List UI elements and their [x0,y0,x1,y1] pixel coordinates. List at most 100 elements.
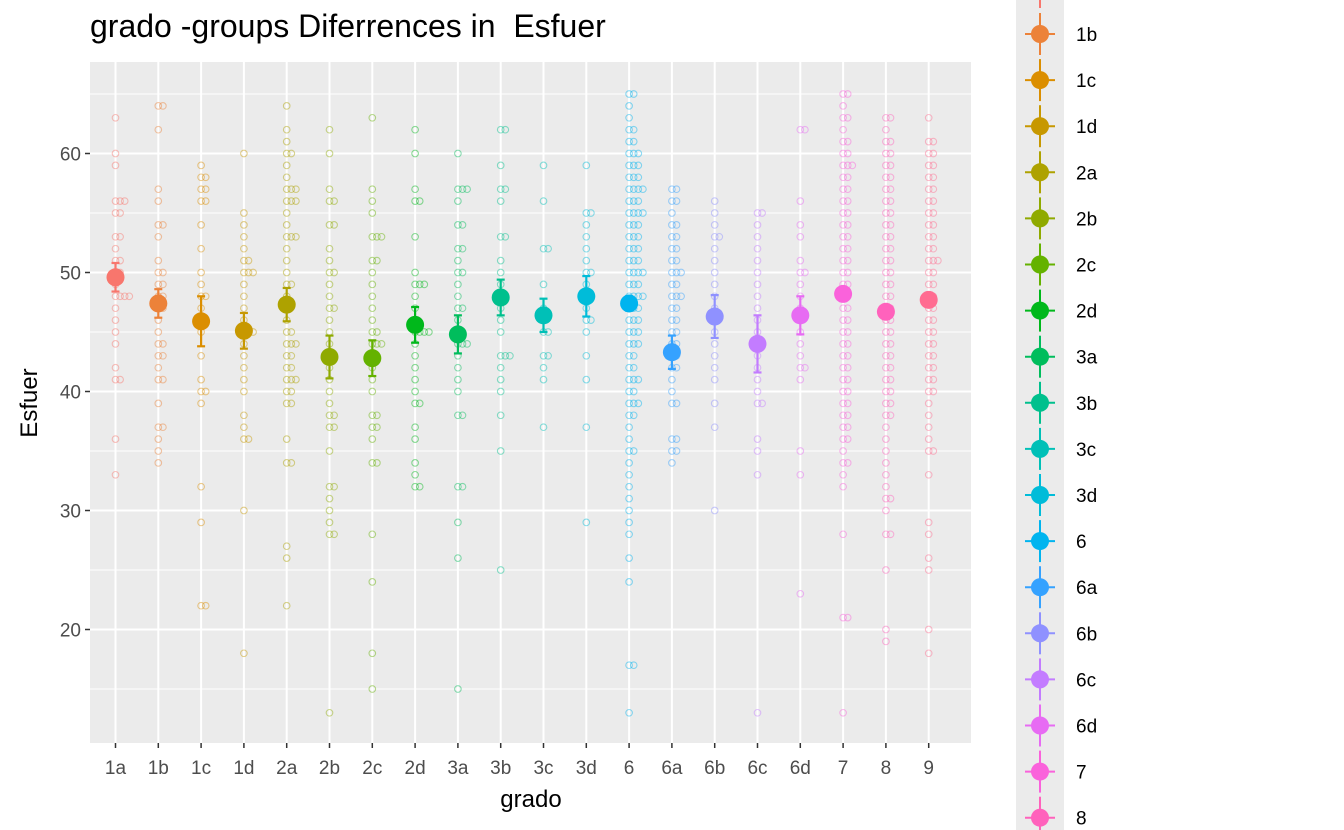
data-point [668,435,676,443]
data-point [125,292,134,301]
data-point [929,173,938,182]
data-point [882,197,890,205]
data-point [325,304,334,313]
legend-label: 3c [1076,440,1096,461]
data-point [325,185,334,194]
data-point [882,209,890,217]
data-point [710,244,719,253]
data-point [496,125,505,134]
data-point [753,435,762,443]
data-point [282,435,291,443]
data-point [629,411,638,420]
x-tick-label: 6d [790,758,811,779]
data-point [843,613,852,622]
data-point [924,244,933,253]
data-point [929,161,938,170]
data-point [839,137,847,146]
data-point [625,149,633,158]
data-point [629,447,638,455]
data-point [411,470,419,479]
data-point [325,387,334,396]
data-point [882,125,890,134]
data-point [639,185,647,194]
data-point [420,328,429,336]
data-point [625,340,633,348]
data-point [582,351,591,360]
data-point [668,256,676,265]
data-point [924,375,933,384]
data-point [587,209,595,217]
data-point [882,351,890,360]
data-point [240,304,248,313]
data-point [886,256,895,265]
data-point [159,221,167,229]
data-point [454,221,462,229]
data-point [710,506,719,515]
legend-label: 7 [1076,763,1087,784]
data-point [506,351,514,360]
data-point [240,387,248,396]
data-point [882,506,890,515]
data-point [197,482,205,491]
data-point [796,280,805,289]
data-point [582,244,591,253]
data-point [411,149,419,158]
data-point [668,185,676,194]
data-point [625,351,633,360]
data-point [282,197,291,205]
data-point [411,232,419,241]
data-point [240,268,248,277]
data-point [159,423,167,432]
x-tick-label: 2d [405,758,426,779]
data-point [287,375,296,384]
data-point [924,161,933,170]
data-point [625,173,633,182]
data-point [924,256,933,265]
x-tick-label: 1d [233,758,254,779]
data-point [625,554,633,562]
data-point [634,375,643,384]
data-point [154,340,163,348]
data-point [929,387,938,396]
data-point [629,209,638,217]
data-point [325,125,334,134]
data-point [325,292,334,301]
data-point [753,470,762,479]
data-point [882,637,890,646]
data-point [454,482,462,491]
data-point [629,173,638,182]
data-point [629,197,638,205]
data-point [244,268,253,277]
data-point [287,459,296,467]
data-point [368,113,377,122]
data-point [629,328,638,336]
data-point [886,197,895,205]
data-point [924,470,933,479]
data-point [111,316,120,324]
data-point [796,447,805,455]
data-point [292,197,300,205]
data-point [368,209,377,217]
data-point [420,280,429,289]
data-point [796,256,805,265]
legend-label: 3d [1076,486,1097,507]
data-point [325,268,334,277]
data-point [924,625,933,634]
y-axis-title: Esfuer [16,368,43,437]
data-point [325,399,334,408]
data-point [287,232,296,241]
data-point [240,375,248,384]
data-point [625,578,633,586]
data-point [625,375,633,384]
x-tick-label: 6 [624,758,635,779]
x-tick-label: 7 [838,758,849,779]
data-point [197,268,205,277]
data-point [454,244,462,253]
data-point [240,232,248,241]
data-point [415,399,424,408]
data-point [924,387,933,396]
legend-key-point [1031,578,1049,597]
data-point [496,197,505,205]
mean-point [834,284,853,303]
data-point [929,268,938,277]
